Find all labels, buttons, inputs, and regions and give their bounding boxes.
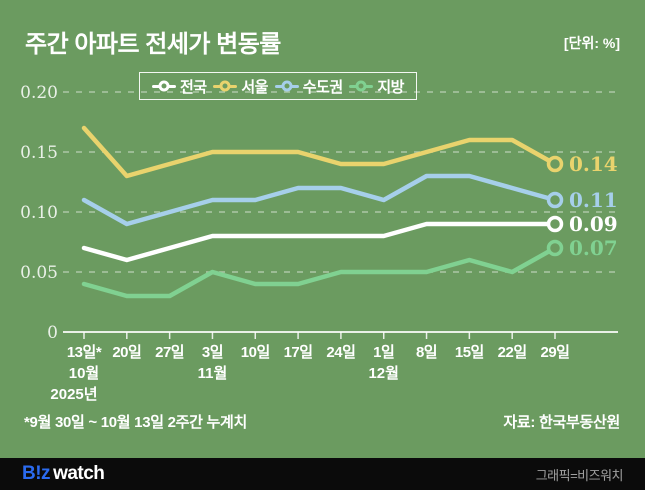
series-end-value-regional: 0.07 xyxy=(569,236,618,260)
series-line-national xyxy=(81,221,558,263)
x-tick-label: 29일 xyxy=(541,344,570,361)
legend-marker-icon xyxy=(274,80,299,92)
series-line-seoul xyxy=(81,125,558,179)
legend-item-metro: 수도권 xyxy=(274,76,343,97)
legend-label: 서울 xyxy=(241,78,268,96)
x-tick-label: 15일 xyxy=(455,344,484,361)
y-tick-label: 0 xyxy=(47,323,58,343)
x-tick-label: 13일* xyxy=(67,344,102,361)
x-tick-label: 10일 xyxy=(241,344,270,361)
x-month-label: 11월 xyxy=(198,365,228,382)
legend-marker-icon xyxy=(213,80,238,92)
legend-label: 전국 xyxy=(180,78,207,96)
x-tick-label: 3일 xyxy=(202,344,223,361)
series-end-marker-national xyxy=(546,215,564,233)
x-month-label: 12월 xyxy=(368,365,399,382)
logo-watch: watch xyxy=(53,463,105,484)
legend-marker-icon xyxy=(152,80,176,92)
legend-item-regional: 지방 xyxy=(349,76,404,97)
series-end-marker-seoul xyxy=(546,155,564,173)
x-year-label: 2025년 xyxy=(50,386,97,403)
series-end-marker-metro xyxy=(546,191,564,209)
x-tick-label: 24일 xyxy=(326,344,355,361)
series-end-value-metro: 0.11 xyxy=(569,188,618,212)
y-tick-label: 0.15 xyxy=(20,143,58,163)
bizwatch-logo: B!z watch xyxy=(22,463,105,485)
logo-biz: B!z xyxy=(22,463,51,484)
legend-label: 수도권 xyxy=(302,78,343,96)
legend-item-seoul: 서울 xyxy=(213,76,268,97)
unit-label: [단위: %] xyxy=(563,35,620,51)
legend-label: 지방 xyxy=(377,78,404,96)
legend-marker-ring xyxy=(355,80,367,92)
series-end-value-seoul: 0.14 xyxy=(569,152,618,176)
footnote: *9월 30일 ~ 10월 13일 2주간 누계치 xyxy=(24,414,248,431)
series-line-regional xyxy=(81,245,558,299)
x-tick-label: 1일 xyxy=(373,344,394,361)
chart-title: 주간 아파트 전세가 변동률 xyxy=(25,31,281,58)
series-end-value-national: 0.09 xyxy=(569,212,618,236)
footer-bar: B!z watch 그래픽=비즈워치 xyxy=(0,458,645,490)
y-tick-label: 0.20 xyxy=(20,83,58,103)
legend-item-national: 전국 xyxy=(152,76,207,97)
line-chart: 0 0.05 0.10 0.15 0.20 13일* 20일 27일 3일 10일 17일 24일 1일… xyxy=(20,83,618,403)
x-tick-label: 17일 xyxy=(284,344,313,361)
source-label: 자료: 한국부동산원 xyxy=(503,414,620,431)
y-tick-label: 0.10 xyxy=(20,203,58,223)
series-line-metro xyxy=(81,173,558,227)
legend-marker-ring xyxy=(281,80,293,92)
graphic-credit: 그래픽=비즈워치 xyxy=(535,467,624,483)
x-tick-label: 20일 xyxy=(112,344,141,361)
x-month-label: 10월 xyxy=(69,365,100,382)
x-tick-label: 8일 xyxy=(416,344,437,361)
legend: 전국 서울 수도권 지방 xyxy=(139,72,417,100)
legend-marker-icon xyxy=(349,80,374,92)
x-tick-label: 27일 xyxy=(155,344,184,361)
series-end-marker-regional xyxy=(546,239,564,257)
y-tick-label: 0.05 xyxy=(20,263,58,283)
legend-marker-ring xyxy=(219,80,231,92)
legend-marker-ring xyxy=(158,80,170,92)
x-tick-label: 22일 xyxy=(498,344,527,361)
